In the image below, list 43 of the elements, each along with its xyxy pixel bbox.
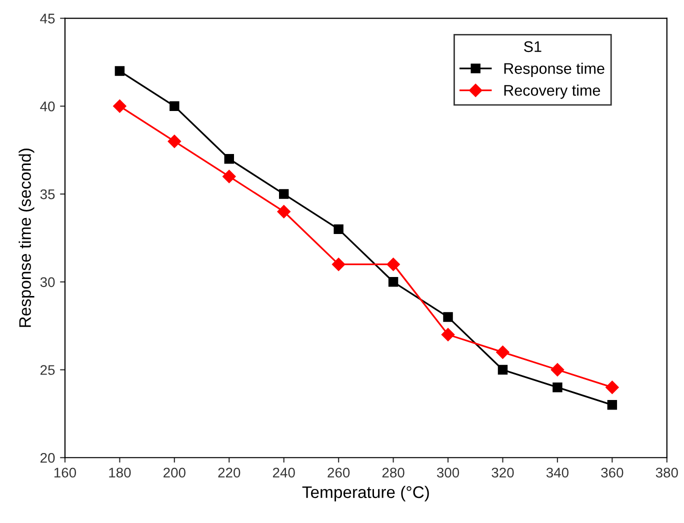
point xyxy=(443,312,453,322)
x-tick-label: 220 xyxy=(218,468,240,478)
x-tick-label: 240 xyxy=(272,468,295,478)
x-axis-title: Temperature (°C) xyxy=(302,486,429,502)
x-tick-label: 200 xyxy=(164,468,186,478)
point xyxy=(279,189,289,199)
point xyxy=(388,277,398,287)
point xyxy=(114,66,125,76)
y-tick-label: 35 xyxy=(40,189,55,200)
x-tick-label: 300 xyxy=(436,468,460,478)
point xyxy=(168,134,182,148)
legend-title: S1 xyxy=(524,41,542,52)
legend-label: Recovery time xyxy=(504,84,600,99)
y-tick-label: 25 xyxy=(40,365,55,375)
y-tick-label: 30 xyxy=(40,277,55,288)
point xyxy=(277,205,290,218)
point xyxy=(332,258,346,271)
point xyxy=(606,380,619,394)
x-tick-label: 280 xyxy=(382,468,404,478)
point xyxy=(441,328,455,342)
point xyxy=(607,400,618,410)
x-tick-label: 260 xyxy=(328,468,350,478)
point xyxy=(222,170,236,184)
y-tick-label: 40 xyxy=(40,102,55,112)
y-tick-label: 45 xyxy=(40,14,55,24)
point xyxy=(224,154,234,164)
point xyxy=(552,382,562,392)
y-tick-label: 20 xyxy=(40,452,55,463)
x-tick-label: 360 xyxy=(601,468,624,478)
point xyxy=(386,258,400,271)
x-tick-label: 160 xyxy=(54,468,76,478)
legend-label: Response time xyxy=(504,62,604,77)
point xyxy=(498,364,508,375)
point xyxy=(334,224,344,234)
x-tick-label: 380 xyxy=(656,468,678,478)
point xyxy=(550,363,564,376)
x-tick-label: 320 xyxy=(492,468,514,478)
x-tick-label: 340 xyxy=(546,468,569,478)
point xyxy=(113,100,126,113)
point xyxy=(496,346,510,359)
point xyxy=(170,101,180,112)
y-axis-title: Response time (second) xyxy=(18,148,34,327)
x-tick-label: 180 xyxy=(109,468,131,478)
